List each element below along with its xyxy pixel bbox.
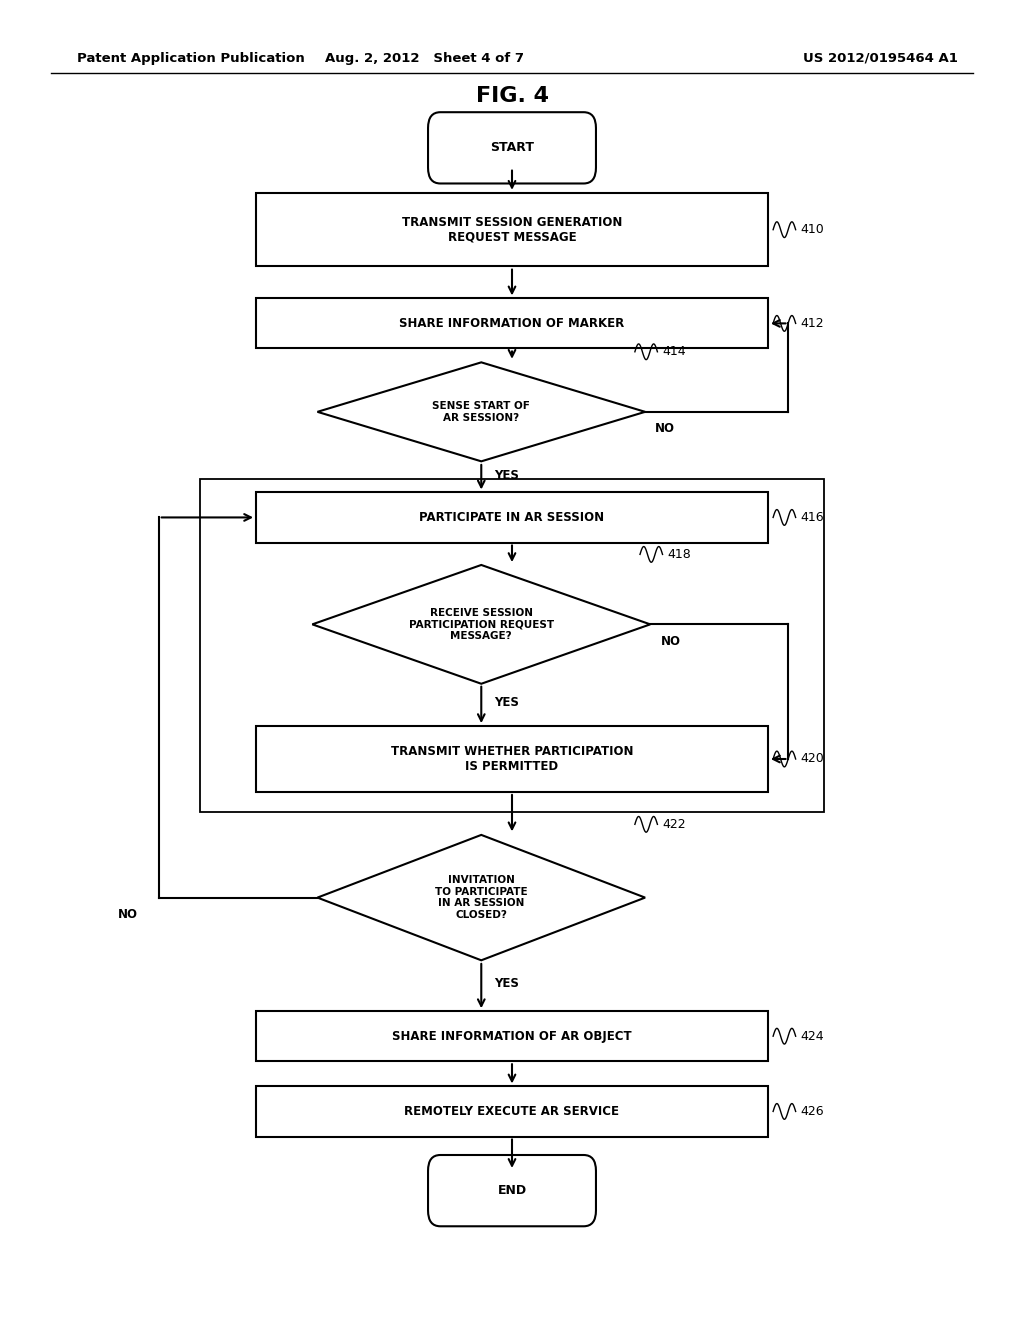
Polygon shape — [317, 836, 645, 961]
Bar — [256, 726, 768, 792]
Bar — [200, 479, 824, 812]
Text: REMOTELY EXECUTE AR SERVICE: REMOTELY EXECUTE AR SERVICE — [404, 1105, 620, 1118]
Text: SHARE INFORMATION OF AR OBJECT: SHARE INFORMATION OF AR OBJECT — [392, 1030, 632, 1043]
Text: Aug. 2, 2012   Sheet 4 of 7: Aug. 2, 2012 Sheet 4 of 7 — [326, 51, 524, 65]
Text: Patent Application Publication: Patent Application Publication — [77, 51, 304, 65]
Text: TRANSMIT SESSION GENERATION
REQUEST MESSAGE: TRANSMIT SESSION GENERATION REQUEST MESS… — [401, 215, 623, 244]
Text: INVITATION
TO PARTICIPATE
IN AR SESSION
CLOSED?: INVITATION TO PARTICIPATE IN AR SESSION … — [435, 875, 527, 920]
Text: NO: NO — [118, 908, 138, 921]
Text: YES: YES — [495, 977, 519, 990]
Bar — [256, 1011, 768, 1061]
Bar — [256, 298, 768, 348]
Text: FIG. 4: FIG. 4 — [475, 86, 549, 107]
Bar — [256, 1086, 768, 1137]
Text: 422: 422 — [663, 818, 686, 830]
Bar — [256, 492, 768, 543]
Text: YES: YES — [495, 696, 519, 709]
Text: 410: 410 — [801, 223, 824, 236]
Text: SHARE INFORMATION OF MARKER: SHARE INFORMATION OF MARKER — [399, 317, 625, 330]
Text: 412: 412 — [801, 317, 824, 330]
Text: START: START — [490, 141, 534, 154]
Bar — [256, 193, 768, 267]
FancyBboxPatch shape — [428, 1155, 596, 1226]
Text: US 2012/0195464 A1: US 2012/0195464 A1 — [803, 51, 958, 65]
Text: 414: 414 — [663, 346, 686, 358]
Text: SENSE START OF
AR SESSION?: SENSE START OF AR SESSION? — [432, 401, 530, 422]
Text: NO: NO — [660, 635, 681, 648]
Polygon shape — [312, 565, 650, 684]
Text: 426: 426 — [801, 1105, 824, 1118]
FancyBboxPatch shape — [428, 112, 596, 183]
Text: 416: 416 — [801, 511, 824, 524]
Text: NO: NO — [655, 422, 676, 436]
Text: 424: 424 — [801, 1030, 824, 1043]
Text: YES: YES — [495, 469, 519, 482]
Polygon shape — [317, 363, 645, 462]
Text: RECEIVE SESSION
PARTICIPATION REQUEST
MESSAGE?: RECEIVE SESSION PARTICIPATION REQUEST ME… — [409, 607, 554, 642]
Text: TRANSMIT WHETHER PARTICIPATION
IS PERMITTED: TRANSMIT WHETHER PARTICIPATION IS PERMIT… — [391, 744, 633, 774]
Text: PARTICIPATE IN AR SESSION: PARTICIPATE IN AR SESSION — [420, 511, 604, 524]
Text: 418: 418 — [668, 548, 691, 561]
Text: 420: 420 — [801, 752, 824, 766]
Text: END: END — [498, 1184, 526, 1197]
